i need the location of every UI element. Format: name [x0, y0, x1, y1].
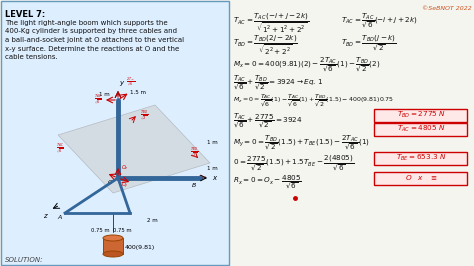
Ellipse shape: [103, 251, 123, 257]
Text: $O_x$: $O_x$: [126, 176, 134, 184]
Text: B: B: [192, 183, 196, 188]
Text: $T_{BE} = 653.3\ N$: $T_{BE} = 653.3\ N$: [396, 153, 447, 163]
Text: 0.75 m: 0.75 m: [91, 228, 109, 233]
Text: $T_{AC} = \dfrac{T_{AC}}{\sqrt{6}}(-i+j+2k)$: $T_{AC} = \dfrac{T_{AC}}{\sqrt{6}}(-i+j+…: [341, 12, 418, 30]
Text: 1 m: 1 m: [207, 140, 218, 146]
Text: $M_z = 0 = \dfrac{T_{AC}}{\sqrt{6}}(1) - \dfrac{T_{AC}}{\sqrt{6}}(1) + \dfrac{T_: $M_z = 0 = \dfrac{T_{AC}}{\sqrt{6}}(1) -…: [233, 92, 394, 108]
Text: $\dfrac{T_{AC}}{\sqrt{6}} + \dfrac{2775}{\sqrt{2}} = 3924$: $\dfrac{T_{AC}}{\sqrt{6}} + \dfrac{2775}…: [233, 112, 302, 130]
Text: $\dfrac{T_{AC}}{\sqrt{6}} + \dfrac{T_{BD}}{\sqrt{2}} = 3924\rightarrow Eq.\,1$: $\dfrac{T_{AC}}{\sqrt{6}} + \dfrac{T_{BD…: [233, 74, 324, 92]
FancyBboxPatch shape: [374, 109, 467, 122]
Text: 1.5 m: 1.5 m: [130, 90, 146, 95]
FancyBboxPatch shape: [374, 172, 467, 185]
Text: $\frac{2T_{AC}}{\sqrt{6}}$: $\frac{2T_{AC}}{\sqrt{6}}$: [126, 76, 136, 88]
Text: y: y: [119, 80, 123, 86]
Text: cable tensions.: cable tensions.: [5, 54, 58, 60]
Text: $\frac{T_{AC}}{\sqrt{6}}$: $\frac{T_{AC}}{\sqrt{6}}$: [56, 141, 64, 155]
Text: ©SeBNOT 2022: ©SeBNOT 2022: [422, 6, 472, 11]
FancyBboxPatch shape: [374, 123, 467, 135]
Text: x: x: [212, 175, 216, 181]
Text: O: O: [108, 180, 113, 185]
Text: $\frac{T_{BD}}{\sqrt{2}}$: $\frac{T_{BD}}{\sqrt{2}}$: [140, 108, 148, 122]
Text: 2 m: 2 m: [146, 218, 157, 223]
Text: $\frac{T_{BD}}{\sqrt{2}}$: $\frac{T_{BD}}{\sqrt{2}}$: [190, 145, 198, 159]
Text: A: A: [58, 215, 62, 220]
Text: $M_x = 0 = 400(9.81)(2) - \dfrac{2T_{AC}}{\sqrt{6}}(1) - \dfrac{T_{BD}}{\sqrt{2}: $M_x = 0 = 400(9.81)(2) - \dfrac{2T_{AC}…: [233, 56, 380, 74]
Text: x-y surface. Determine the reactions at O and the: x-y surface. Determine the reactions at …: [5, 45, 179, 52]
Text: $0 = \dfrac{2775}{\sqrt{2}}(1.5) + 1.5T_{BE} - \dfrac{2(4805)}{\sqrt{6}}$: $0 = \dfrac{2775}{\sqrt{2}}(1.5) + 1.5T_…: [233, 154, 354, 173]
Bar: [103, 238, 123, 254]
Text: 400-Kg cylinder is supported by three cables and: 400-Kg cylinder is supported by three ca…: [5, 28, 177, 35]
Text: $R_x = 0 = O_x - \dfrac{4805}{\sqrt{6}}$: $R_x = 0 = O_x - \dfrac{4805}{\sqrt{6}}$: [233, 174, 302, 191]
Text: $T_{BD} = \dfrac{T_{BD}(j-k)}{\sqrt{2}}$: $T_{BD} = \dfrac{T_{BD}(j-k)}{\sqrt{2}}$: [341, 34, 397, 53]
Text: $M_y = 0 = \dfrac{T_{BD}}{\sqrt{2}}(1.5) + T_{BE}(1.5) - \dfrac{2T_{AC}}{\sqrt{6: $M_y = 0 = \dfrac{T_{BD}}{\sqrt{2}}(1.5)…: [233, 134, 370, 152]
Text: $T_{BE}$: $T_{BE}$: [198, 173, 208, 182]
Text: $O_z$: $O_z$: [121, 164, 128, 172]
Text: 1 m: 1 m: [99, 92, 110, 97]
Polygon shape: [58, 105, 210, 193]
Text: a ball-and-socket joint at O attached to the vertical: a ball-and-socket joint at O attached to…: [5, 37, 184, 43]
Text: $\frac{T_{AC}}{\sqrt{6}}$: $\frac{T_{AC}}{\sqrt{6}}$: [94, 92, 102, 106]
FancyBboxPatch shape: [1, 1, 229, 265]
Text: LEVEL 7:: LEVEL 7:: [5, 10, 45, 19]
Text: $T_{BD} = 2775\ N$: $T_{BD} = 2775\ N$: [397, 110, 446, 120]
FancyBboxPatch shape: [374, 152, 467, 164]
Text: $T_{AC} = \dfrac{T_{AC}(-i+j-2k)}{\sqrt{1^2+1^2+2^2}}$: $T_{AC} = \dfrac{T_{AC}(-i+j-2k)}{\sqrt{…: [233, 12, 310, 35]
Text: $T_{AC} = 4805\ N$: $T_{AC} = 4805\ N$: [397, 124, 445, 134]
Text: 400(9.81): 400(9.81): [125, 246, 155, 251]
Text: The light right-angle boom which supports the: The light right-angle boom which support…: [5, 20, 168, 26]
Text: $O\quad x\quad \equiv$: $O\quad x\quad \equiv$: [405, 173, 438, 182]
Text: 0.75 m: 0.75 m: [113, 228, 131, 233]
Text: z: z: [44, 213, 47, 219]
Text: SOLUTION:: SOLUTION:: [5, 257, 44, 263]
Text: $T_{BD} = \dfrac{T_{BD}(2j-2k)}{\sqrt{2^2+2^2}}$: $T_{BD} = \dfrac{T_{BD}(2j-2k)}{\sqrt{2^…: [233, 34, 298, 57]
Text: 1 m: 1 m: [207, 165, 218, 171]
Ellipse shape: [103, 235, 123, 241]
Text: $O_y$: $O_y$: [121, 181, 129, 191]
